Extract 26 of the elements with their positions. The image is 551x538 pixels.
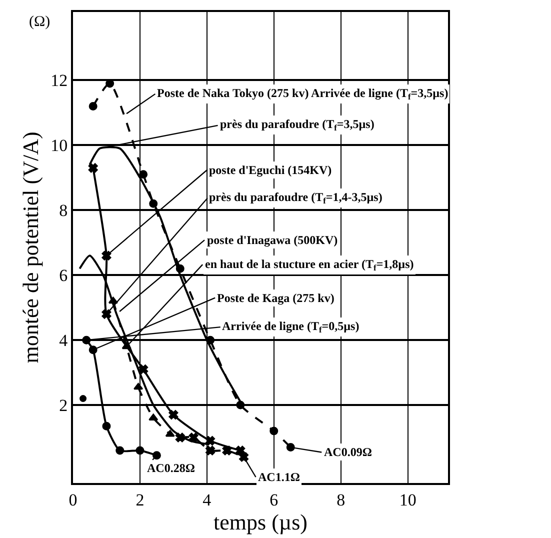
x-tick-label: 2 — [136, 490, 144, 510]
y-axis-title: montée de potentiel (V/A) — [18, 132, 43, 364]
annotation: AC0.09Ω — [324, 445, 372, 459]
y-tick-label: 4 — [59, 331, 68, 350]
annotation: en haut de la stucture en acier (T$_{f}$=1,8µs) — [205, 257, 414, 273]
x-tick-label: 4 — [202, 490, 212, 510]
y-tick-label: 12 — [50, 71, 68, 90]
x-axis-title: temps (µs) — [214, 509, 308, 534]
y-tick-label: 2 — [59, 396, 68, 415]
x-tick-label: 6 — [270, 490, 278, 510]
x-tick-label: 8 — [336, 490, 346, 510]
annotation: près du parafoudre (T$_{f}$=1,4-3,5µs) — [209, 190, 382, 206]
text: (Ω) — [29, 14, 50, 30]
annotation: Poste de Naka Tokyo (275 kv) Arrivée de ligne (T$_{f}$=3,5µs) — [157, 86, 448, 102]
annotation: poste d'Inagawa (500KV) — [207, 233, 338, 247]
annotation: AC1.1Ω — [258, 470, 300, 484]
annotation: poste d'Eguchi (154KV) — [209, 163, 332, 177]
annotation: Arrivée de ligne (T$_{f}$=0,5µs) — [222, 319, 360, 335]
y-tick-label: 10 — [50, 136, 68, 156]
annotation: près du parafoudre (T$_{f}$=3,5µs) — [220, 117, 374, 133]
y-tick-label: 8 — [59, 201, 68, 220]
y-tick-label: 6 — [59, 266, 68, 286]
x-tick-label: 0 — [68, 490, 78, 510]
annotation: Poste de Kaga (275 kv) — [217, 291, 334, 305]
x-tick-label: 10 — [399, 490, 416, 510]
annotation: AC0.28Ω — [147, 461, 196, 475]
